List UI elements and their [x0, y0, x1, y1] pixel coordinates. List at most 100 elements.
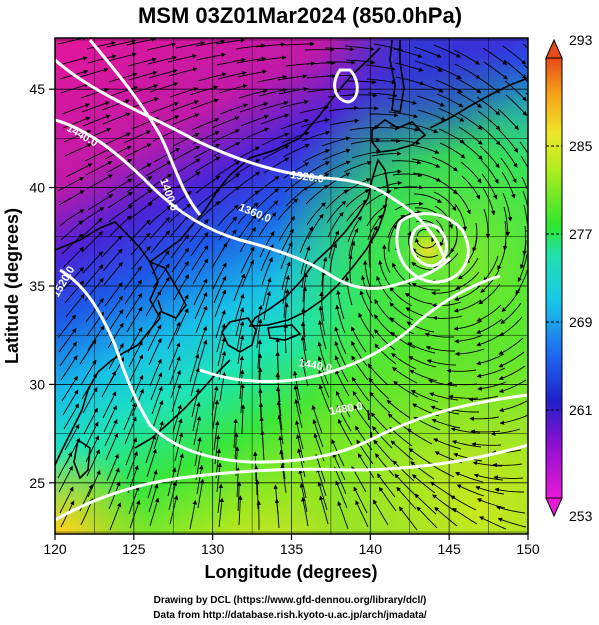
streamline: [351, 340, 368, 367]
streamline: [377, 473, 396, 498]
streamline: [195, 305, 208, 334]
chart-title: MSM 03Z01Mar2024 (850.0hPa): [138, 3, 462, 28]
coastline-hokkaido: [371, 119, 427, 153]
streamline: [476, 318, 503, 334]
streamline: [394, 201, 424, 211]
streamline: [211, 242, 228, 269]
streamline: [503, 59, 527, 80]
streamline: [460, 161, 482, 184]
streamline: [500, 157, 517, 184]
streamline: [431, 287, 461, 296]
streamline: [79, 207, 105, 225]
colorbar-ticks: 293 285 277 269 261 253: [546, 32, 593, 524]
streamline: [305, 184, 329, 205]
streamline: [130, 374, 144, 403]
streamline: [434, 65, 462, 79]
streamline: [369, 112, 399, 118]
streamline: [527, 128, 528, 129]
streamline: [395, 209, 422, 225]
streamline: [432, 315, 463, 321]
streamline: [398, 506, 418, 531]
streamline: [371, 151, 402, 157]
coastlines: [55, 39, 528, 480]
streamline: [129, 499, 141, 529]
streamline: [190, 98, 220, 110]
streamline: [255, 175, 280, 195]
streamline: [170, 100, 199, 112]
streamline: [337, 418, 353, 446]
streamline: [261, 257, 273, 286]
streamline: [386, 399, 411, 419]
streamline: [257, 74, 288, 83]
streamline: [433, 438, 462, 450]
streamline: [216, 462, 222, 493]
contour-label: 1480.0: [328, 400, 363, 418]
streamline: [301, 496, 309, 527]
streamline: [102, 391, 117, 419]
streamline: [317, 355, 329, 385]
streamline: [483, 255, 499, 282]
contour-line: [55, 118, 452, 290]
streamline: [373, 439, 394, 463]
streamline: [81, 231, 104, 253]
streamline: [240, 404, 246, 435]
streamline: [457, 112, 483, 130]
streamline: [277, 198, 299, 221]
streamline: [85, 435, 100, 463]
streamline: [104, 282, 123, 307]
streamline: [300, 118, 330, 128]
streamline: [372, 499, 389, 526]
streamline: [167, 467, 177, 497]
streamline: [454, 285, 481, 301]
streamline: [62, 246, 84, 269]
streamline: [153, 147, 181, 163]
streamline: [169, 87, 199, 98]
streamline: [148, 69, 178, 79]
streamline: [281, 261, 291, 291]
streamline: [102, 112, 131, 125]
streamline: [82, 251, 104, 274]
streamline: [504, 80, 527, 102]
streamline: [123, 402, 136, 431]
streamline: [175, 171, 201, 189]
streamline: [408, 448, 434, 466]
streamline: [256, 318, 263, 349]
contour-line: [59, 268, 528, 464]
streamline: [173, 274, 189, 301]
x-tick-label: 130: [201, 541, 225, 557]
streamline: [62, 116, 91, 129]
streamline: [65, 163, 93, 178]
streamline: [189, 353, 200, 383]
colorbar: 293 285 277 269 261 253: [545, 32, 593, 524]
coastline-asia: [55, 221, 161, 466]
streamline: [459, 140, 483, 161]
streamline: [367, 363, 389, 386]
streamline: [191, 245, 209, 271]
streamline: [344, 45, 375, 51]
streamline: [87, 325, 105, 351]
streamline: [125, 163, 152, 179]
streamline: [476, 353, 505, 366]
streamline: [351, 376, 370, 402]
streamline: [407, 342, 436, 354]
streamline: [175, 40, 206, 49]
streamline: [86, 449, 100, 477]
streamline: [477, 381, 507, 391]
streamline: [280, 118, 310, 130]
streamline: [483, 61, 508, 80]
streamline: [351, 149, 381, 159]
streamline: [61, 103, 90, 115]
streamline: [255, 42, 286, 48]
streamline: [151, 115, 180, 128]
streamline: [494, 487, 524, 493]
streamline: [498, 365, 526, 381]
contour-line: [409, 223, 448, 268]
streamline: [171, 113, 200, 126]
streamline: [168, 342, 181, 371]
streamline: [478, 124, 501, 146]
streamline: [412, 247, 439, 258]
streamline: [389, 302, 414, 321]
streamline: [374, 328, 396, 351]
streamline: [212, 129, 240, 143]
streamline: [59, 341, 78, 367]
